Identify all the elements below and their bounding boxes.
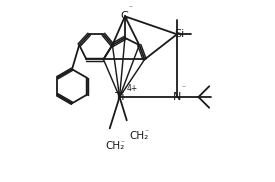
Text: CH₂: CH₂	[130, 130, 149, 141]
Text: N: N	[173, 92, 181, 102]
Text: Ti: Ti	[115, 92, 124, 102]
Text: 4+: 4+	[126, 84, 138, 92]
Text: CH₂: CH₂	[105, 141, 125, 151]
Text: C: C	[120, 11, 128, 21]
Text: ⁻: ⁻	[182, 84, 186, 92]
Text: ⁻: ⁻	[144, 128, 148, 136]
Text: Si: Si	[174, 29, 184, 39]
Text: ⁻: ⁻	[129, 3, 133, 12]
Text: ⁻: ⁻	[120, 138, 124, 147]
